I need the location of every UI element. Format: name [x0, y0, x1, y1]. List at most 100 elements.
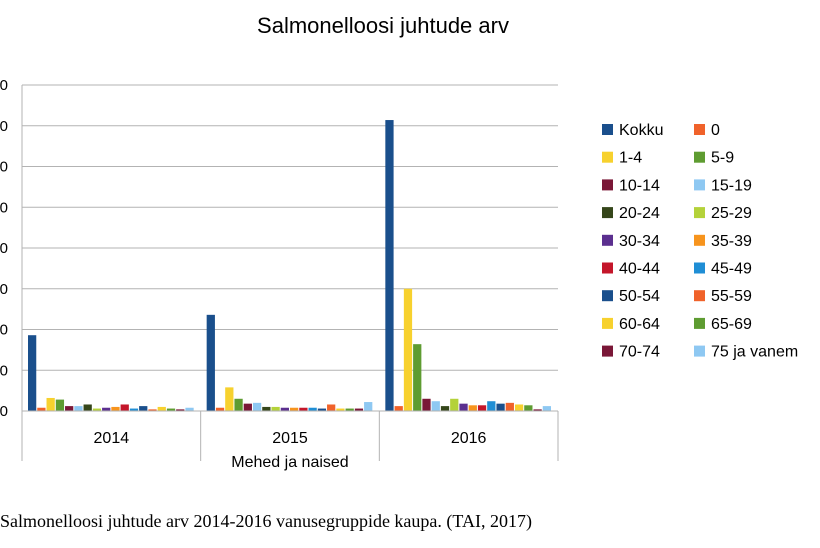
- legend-swatch: [694, 207, 705, 219]
- axes: [21, 85, 559, 461]
- bar: [413, 344, 422, 411]
- x-category-label: 2014: [94, 430, 130, 447]
- bar: [394, 406, 403, 411]
- bar: [308, 407, 317, 411]
- legend-swatch: [602, 262, 613, 274]
- y-tick-label: 0: [0, 118, 8, 135]
- x-category-label: 2016: [451, 430, 487, 447]
- legend-swatch: [694, 179, 705, 191]
- x-category-label: 2015: [272, 430, 308, 447]
- bar: [102, 407, 111, 411]
- y-tick-label: 0: [0, 240, 8, 257]
- bar: [139, 406, 148, 411]
- legend: Kokku 0 1-4 5-9 10-14 15-19 20-24 25-29 30-34 35-…: [602, 122, 798, 361]
- legend-label: 45-49: [711, 261, 752, 278]
- bar: [28, 335, 37, 411]
- legend-label: 60-64: [619, 316, 660, 333]
- y-tick-label: 0: [0, 77, 8, 94]
- bar: [243, 403, 252, 411]
- y-tick-labels: 0 0 0 0 0 0 0 0 0: [0, 77, 8, 420]
- bar: [487, 401, 496, 411]
- bar: [514, 404, 524, 411]
- bar: [111, 406, 120, 411]
- legend-swatch: [602, 290, 613, 302]
- bar: [345, 408, 354, 411]
- bar: [148, 409, 157, 411]
- legend-label: 65-69: [711, 316, 752, 333]
- legend-label: 25-29: [711, 205, 752, 222]
- y-tick-label: 0: [0, 322, 8, 339]
- bar: [385, 120, 394, 412]
- bars: [28, 120, 551, 412]
- legend-swatch: [602, 207, 613, 219]
- legend-label: 75 ja vanem: [711, 344, 798, 361]
- x-axis-label: Mehed ja naised: [231, 454, 348, 471]
- legend-label: 15-19: [711, 177, 752, 194]
- bar: [364, 402, 373, 411]
- bar: [533, 409, 542, 411]
- bar: [37, 407, 46, 411]
- legend-swatch: [694, 234, 705, 246]
- bar: [280, 407, 289, 411]
- bar: [336, 408, 345, 411]
- bar: [327, 404, 336, 411]
- bar: [225, 387, 234, 411]
- bar: [299, 407, 308, 411]
- bar: [496, 403, 505, 411]
- legend-label: 30-34: [619, 233, 660, 250]
- bar: [271, 406, 280, 411]
- legend-label: 55-59: [711, 288, 752, 305]
- bar: [450, 398, 459, 411]
- legend-swatch: [602, 124, 613, 135]
- legend-swatch: [602, 234, 613, 246]
- bar: [422, 398, 431, 411]
- bar: [206, 314, 215, 411]
- legend-swatch: [602, 151, 613, 163]
- bar: [542, 406, 551, 411]
- bar: [524, 405, 533, 411]
- bar: [505, 402, 514, 411]
- x-category-labels: 2014 2015 2016: [94, 430, 487, 447]
- y-tick-label: 0: [0, 159, 8, 176]
- bar: [468, 405, 477, 411]
- bar: [262, 406, 271, 411]
- bar: [92, 408, 102, 411]
- bar: [166, 408, 176, 411]
- legend-swatch: [694, 317, 705, 329]
- bar: [157, 406, 166, 411]
- bar: [120, 404, 129, 411]
- bar: [440, 406, 450, 411]
- bar: [129, 408, 139, 411]
- legend-label: 70-74: [619, 344, 660, 361]
- y-tick-label: 0: [0, 403, 8, 420]
- legend-label: Kokku: [619, 122, 663, 139]
- bar: [46, 397, 55, 411]
- bar: [83, 404, 92, 411]
- bar: [234, 398, 243, 411]
- y-tick-label: 0: [0, 281, 8, 298]
- bar: [290, 407, 299, 411]
- legend-swatch: [694, 124, 705, 135]
- gridlines: [22, 84, 558, 412]
- legend-swatch: [694, 151, 705, 163]
- y-tick-label: 0: [0, 199, 8, 216]
- bar: [252, 402, 262, 411]
- bar: [354, 408, 364, 411]
- legend-swatch: [602, 345, 613, 357]
- legend-label: 20-24: [619, 205, 660, 222]
- bar: [403, 288, 413, 411]
- bar: [477, 405, 487, 411]
- y-tick-label: 0: [0, 362, 8, 379]
- bar: [317, 408, 327, 411]
- legend-label: 5-9: [711, 150, 734, 167]
- legend-label: 1-4: [619, 150, 642, 167]
- figure-caption: Salmonelloosi juhtude arv 2014-2016 vanu…: [0, 511, 532, 531]
- bar: [215, 407, 225, 411]
- bar: [459, 403, 468, 411]
- legend-label: 0: [711, 122, 720, 139]
- bar: [431, 401, 440, 411]
- legend-swatch: [602, 317, 613, 329]
- bar: [176, 409, 185, 411]
- chart-title: Salmonelloosi juhtude arv: [257, 13, 509, 38]
